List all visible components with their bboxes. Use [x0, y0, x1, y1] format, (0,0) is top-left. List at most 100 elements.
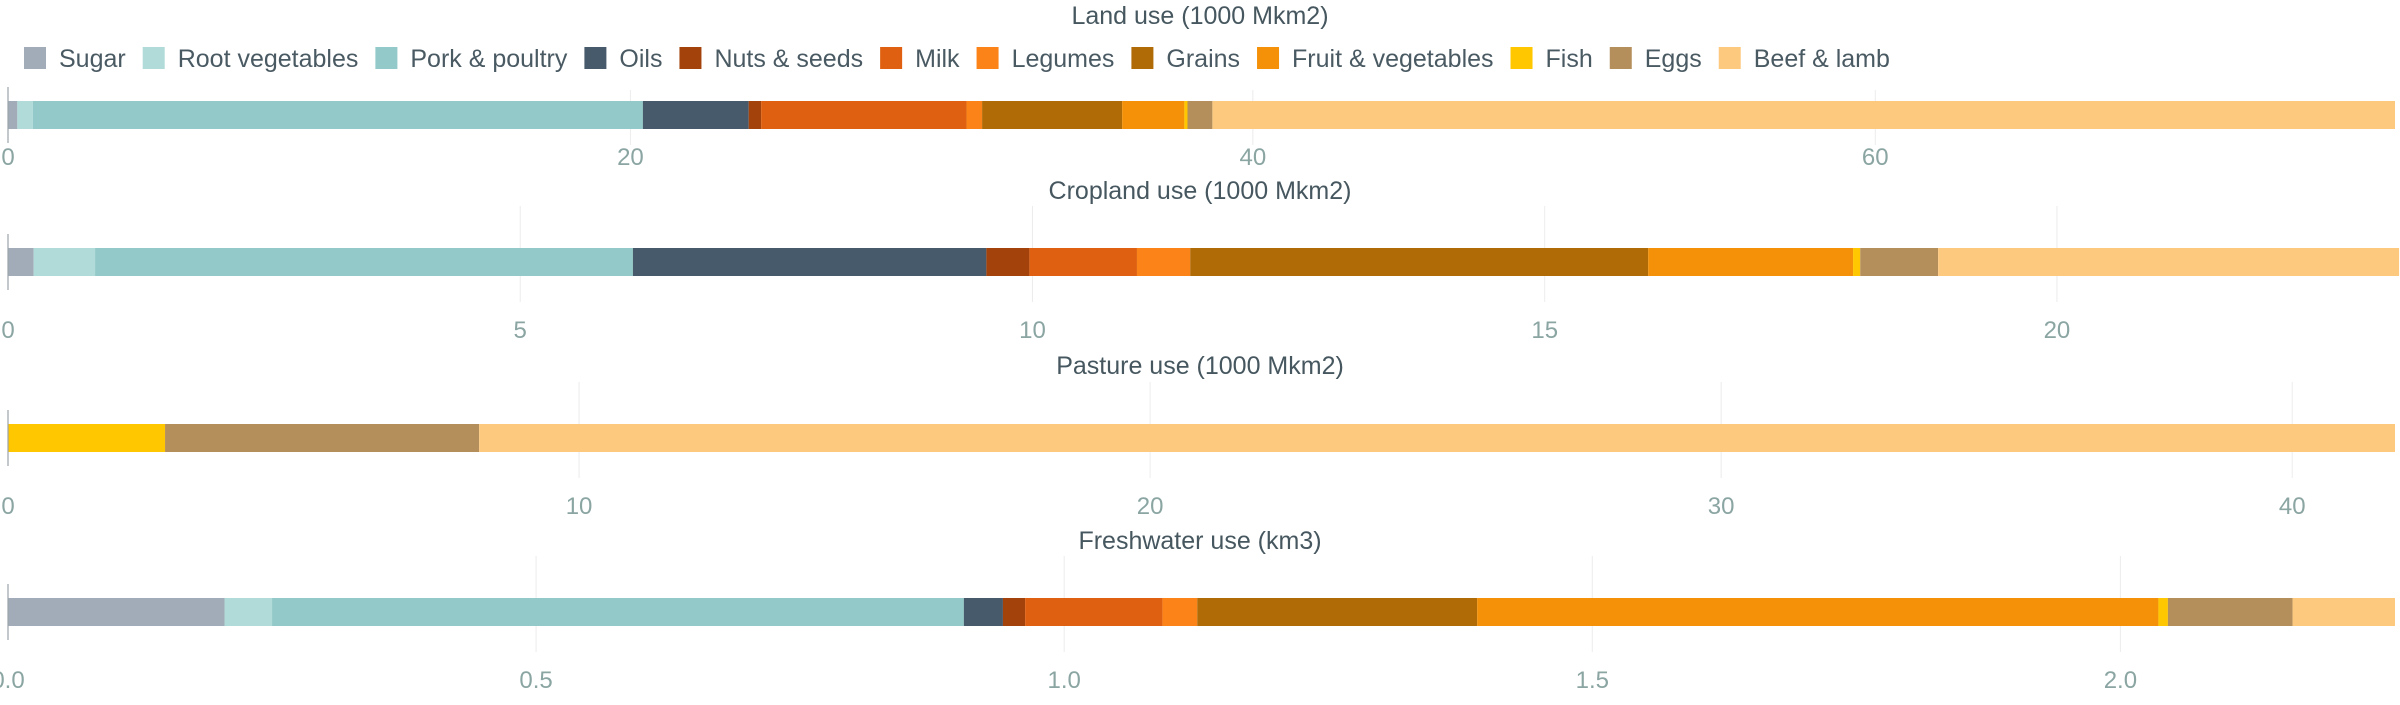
- legend-item-milk: Milk: [880, 45, 960, 73]
- bar-segment-fish: [8, 424, 166, 452]
- bar-segment-beef-and-lamb: [2292, 598, 2395, 626]
- bar-segment-eggs: [1187, 101, 1213, 129]
- bar-segment-sugar: [8, 101, 18, 129]
- bar-segment-nuts-and-seeds: [748, 101, 762, 129]
- bar-segment-fruit-and-vegetables: [1648, 248, 1854, 276]
- bar-segment-pork-and-poultry: [32, 101, 643, 129]
- bar-segment-eggs: [165, 424, 480, 452]
- legend-label-oils: Oils: [619, 45, 662, 73]
- legend-item-oils: Oils: [584, 45, 662, 73]
- tick-label: 40: [2279, 493, 2306, 520]
- panel-title: Pasture use (1000 Mkm2): [1056, 352, 1344, 380]
- bar-segment-fruit-and-vegetables: [1122, 101, 1185, 129]
- bar-segment-eggs: [1860, 248, 1939, 276]
- tick-label: 0: [1, 144, 14, 171]
- bar-segment-grains: [1197, 598, 1478, 626]
- tick-label: 10: [1019, 317, 1046, 344]
- legend-label-beef-and-lamb: Beef & lamb: [1754, 45, 1890, 73]
- bar-segment-pork-and-poultry: [272, 598, 964, 626]
- tick-label: 20: [2044, 317, 2071, 344]
- legend-label-fish: Fish: [1546, 45, 1593, 73]
- panel-land-use-1000-mkm2: Land use (1000 Mkm2) 0 20 40 60: [1, 2, 2395, 171]
- tick-label: 2.0: [2104, 667, 2137, 694]
- legend-item-sugar: Sugar: [24, 45, 126, 73]
- legend-swatch-fish: [1510, 47, 1533, 69]
- legend-label-fruit-and-vegetables: Fruit & vegetables: [1292, 45, 1494, 73]
- bar-segment-fish: [2158, 598, 2168, 626]
- panel-title: Land use (1000 Mkm2): [1071, 2, 1328, 30]
- legend-item-fish: Fish: [1510, 45, 1593, 73]
- bar-segment-grains: [1190, 248, 1649, 276]
- tick-label: 0: [1, 317, 14, 344]
- legend-item-root-vegetables: Root vegetables: [142, 45, 359, 73]
- tick-label: 0: [1, 493, 14, 520]
- tick-label: 40: [1239, 144, 1266, 171]
- legend-swatch-beef-and-lamb: [1718, 47, 1741, 69]
- legend-swatch-root-vegetables: [142, 47, 165, 69]
- legend-label-pork-and-poultry: Pork & poultry: [410, 45, 568, 73]
- tick-label: 20: [1137, 493, 1164, 520]
- legend-label-legumes: Legumes: [1012, 45, 1115, 73]
- bar-segment-milk: [1029, 248, 1137, 276]
- panel-pasture-use-1000-mkm2: Pasture use (1000 Mkm2) 0 10 20 30 40: [1, 352, 2395, 520]
- bar-segment-milk: [1025, 598, 1163, 626]
- legend-item-nuts-and-seeds: Nuts & seeds: [679, 45, 863, 73]
- legend-swatch-nuts-and-seeds: [679, 47, 702, 69]
- tick-label: 1.5: [1576, 667, 1609, 694]
- legend-label-grains: Grains: [1166, 45, 1240, 73]
- bar-segment-beef-and-lamb: [479, 424, 2395, 452]
- tick-label: 0.0: [0, 667, 25, 694]
- bar-segment-oils: [642, 101, 749, 129]
- bar-segment-beef-and-lamb: [1212, 101, 2395, 129]
- legend-item-legumes: Legumes: [976, 45, 1115, 73]
- legend-swatch-oils: [584, 47, 607, 69]
- legend-label-eggs: Eggs: [1645, 45, 1702, 73]
- bar-segment-nuts-and-seeds: [986, 248, 1030, 276]
- legend: Sugar Root vegetables Pork & poultry Oils Nu…: [24, 45, 1890, 73]
- bar-segment-sugar: [8, 248, 34, 276]
- bar-segment-beef-and-lamb: [1938, 248, 2400, 276]
- bar-segment-legumes: [1162, 598, 1198, 626]
- bar-segment-root-vegetables: [17, 101, 33, 129]
- legend-item-fruit-and-vegetables: Fruit & vegetables: [1257, 45, 1494, 73]
- tick-label: 60: [1862, 144, 1889, 171]
- legend-swatch-legumes: [976, 47, 999, 69]
- legend-swatch-sugar: [24, 47, 46, 69]
- bar-segment-fish: [1853, 248, 1861, 276]
- tick-label: 20: [617, 144, 644, 171]
- bar-segment-oils: [632, 248, 987, 276]
- legend-swatch-milk: [880, 47, 903, 69]
- legend-item-pork-and-poultry: Pork & poultry: [375, 45, 568, 73]
- legend-label-milk: Milk: [915, 45, 960, 73]
- legend-label-sugar: Sugar: [59, 45, 126, 73]
- legend-swatch-eggs: [1609, 47, 1632, 69]
- legend-label-nuts-and-seeds: Nuts & seeds: [714, 45, 863, 73]
- tick-label: 5: [514, 317, 527, 344]
- bar-segment-root-vegetables: [33, 248, 96, 276]
- legend-swatch-pork-and-poultry: [375, 47, 398, 69]
- legend-label-root-vegetables: Root vegetables: [178, 45, 359, 73]
- legend-item-grains: Grains: [1131, 45, 1240, 73]
- panel-title: Freshwater use (km3): [1078, 527, 1321, 555]
- panel-freshwater-use-km3: Freshwater use (km3) 0.0 0.5 1.0 1.5 2.0: [0, 527, 2395, 694]
- bar-segment-legumes: [966, 101, 983, 129]
- tick-label: 30: [1708, 493, 1735, 520]
- tick-label: 1.0: [1048, 667, 1081, 694]
- bar-segment-legumes: [1136, 248, 1191, 276]
- legend-item-beef-and-lamb: Beef & lamb: [1718, 45, 1890, 73]
- bar-segment-fruit-and-vegetables: [1477, 598, 2159, 626]
- bar-segment-oils: [963, 598, 1003, 626]
- bar-segment-nuts-and-seeds: [1002, 598, 1026, 626]
- tick-label: 15: [1531, 317, 1558, 344]
- bar-segment-pork-and-poultry: [95, 248, 633, 276]
- panel-title: Cropland use (1000 Mkm2): [1049, 177, 1352, 205]
- bar-segment-fish: [1184, 101, 1188, 129]
- bar-segment-sugar: [8, 598, 225, 626]
- tick-label: 0.5: [519, 667, 552, 694]
- legend-swatch-grains: [1131, 47, 1154, 69]
- bar-segment-grains: [982, 101, 1123, 129]
- legend-item-eggs: Eggs: [1609, 45, 1702, 73]
- bar-segment-milk: [761, 101, 967, 129]
